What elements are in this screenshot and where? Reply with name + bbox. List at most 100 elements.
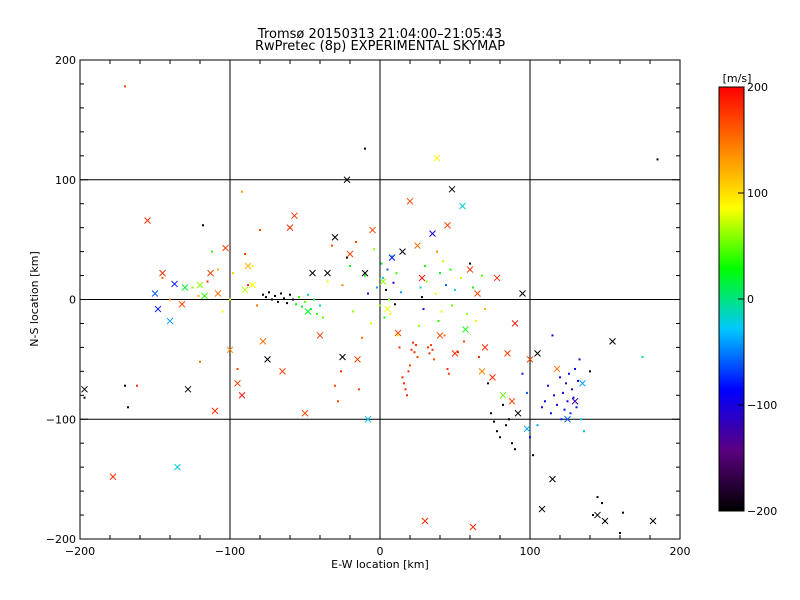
data-point-cross bbox=[474, 290, 481, 297]
data-point-cross bbox=[178, 300, 186, 308]
data-point-dot bbox=[389, 312, 392, 315]
data-point-cross bbox=[579, 379, 586, 387]
data-point-cross bbox=[466, 266, 474, 273]
data-point-dot bbox=[656, 158, 659, 161]
data-point-dot bbox=[404, 388, 407, 391]
data-point-cross bbox=[181, 284, 189, 291]
data-point-cross bbox=[369, 226, 376, 234]
data-point-dot bbox=[415, 344, 417, 347]
data-point-dot bbox=[559, 376, 561, 379]
data-point-cross bbox=[364, 415, 372, 423]
data-point-cross bbox=[379, 278, 387, 285]
data-point-cross bbox=[514, 409, 522, 417]
data-point-dot bbox=[265, 296, 267, 299]
data-point-dot bbox=[484, 308, 486, 311]
data-point-dot bbox=[286, 302, 288, 305]
data-point-dot bbox=[127, 406, 129, 409]
data-point-cross bbox=[354, 356, 361, 363]
data-point-dot bbox=[398, 346, 401, 349]
data-point-dot bbox=[550, 412, 552, 415]
data-point-dot bbox=[601, 502, 603, 505]
data-point-dot bbox=[295, 303, 297, 306]
data-point-dot bbox=[211, 250, 213, 253]
data-point-dot bbox=[251, 264, 254, 267]
data-point-dot bbox=[361, 336, 363, 339]
data-point-cross bbox=[222, 244, 229, 252]
data-point-dot bbox=[466, 312, 468, 315]
data-point-dot bbox=[419, 286, 422, 289]
data-point-dot bbox=[367, 292, 369, 295]
data-point-dot bbox=[397, 334, 399, 337]
data-point-cross bbox=[384, 305, 391, 313]
data-point-dot bbox=[416, 355, 419, 358]
data-point-cross bbox=[564, 415, 571, 423]
data-point-dot bbox=[446, 367, 449, 370]
data-point-dot bbox=[383, 316, 386, 319]
data-point-cross bbox=[279, 367, 286, 375]
data-point-dot bbox=[583, 430, 585, 433]
data-point-cross bbox=[331, 233, 339, 241]
data-point-dot bbox=[421, 296, 423, 299]
data-point-dot bbox=[521, 372, 524, 375]
data-point-dot bbox=[124, 384, 126, 387]
data-point-dot bbox=[307, 293, 309, 296]
data-point-dot bbox=[406, 394, 408, 397]
data-point-dot bbox=[403, 382, 405, 385]
x-tick-label: 100 bbox=[520, 545, 541, 558]
data-point-cross bbox=[594, 511, 601, 519]
data-point-dot bbox=[481, 274, 483, 277]
data-point-dot bbox=[191, 286, 194, 289]
colorbar-tick-label: −100 bbox=[747, 399, 777, 412]
data-point-cross bbox=[499, 391, 507, 399]
data-point-dot bbox=[413, 351, 416, 354]
x-axis-label: E-W location [km] bbox=[331, 558, 429, 571]
colorbar-tick-label: 200 bbox=[747, 81, 768, 94]
data-point-dot bbox=[449, 268, 452, 271]
data-point-dot bbox=[487, 382, 489, 385]
colorbar-tick-label: −200 bbox=[747, 505, 777, 518]
data-point-dot bbox=[388, 298, 390, 301]
data-point-cross bbox=[418, 274, 426, 282]
data-point-dot bbox=[319, 304, 321, 307]
data-point-dot bbox=[445, 284, 447, 287]
data-point-dot bbox=[529, 436, 531, 439]
data-point-dot bbox=[572, 396, 575, 399]
data-point-dot bbox=[341, 284, 344, 287]
data-point-dot bbox=[536, 424, 539, 427]
data-point-dot bbox=[370, 322, 372, 325]
data-point-cross bbox=[159, 269, 166, 277]
data-point-cross bbox=[291, 212, 298, 220]
data-point-dot bbox=[433, 358, 435, 361]
y-tick-label: 100 bbox=[55, 174, 76, 187]
data-point-cross bbox=[433, 154, 441, 162]
data-point-cross bbox=[534, 350, 541, 357]
data-point-cross bbox=[211, 407, 219, 415]
data-point-dot bbox=[568, 372, 570, 375]
data-point-dot bbox=[418, 324, 420, 327]
data-point-dot bbox=[422, 308, 425, 311]
data-point-dot bbox=[575, 406, 578, 409]
data-point-dot bbox=[425, 280, 428, 283]
data-point-cross bbox=[394, 329, 402, 337]
data-point-cross bbox=[264, 356, 271, 363]
data-point-cross bbox=[444, 221, 451, 229]
data-point-dot bbox=[382, 276, 384, 279]
data-point-dot bbox=[280, 292, 282, 295]
data-point-dot bbox=[431, 348, 434, 351]
data-point-dot bbox=[475, 320, 477, 323]
data-point-dot bbox=[463, 340, 465, 343]
data-point-cross bbox=[649, 517, 657, 525]
data-point-dot bbox=[268, 291, 270, 294]
data-point-dot bbox=[434, 292, 437, 295]
data-point-dot bbox=[394, 303, 396, 306]
data-point-dot bbox=[391, 255, 393, 258]
data-point-dot bbox=[469, 262, 471, 265]
colorbar-tick-label: 0 bbox=[747, 293, 754, 306]
data-point-dot bbox=[274, 294, 276, 297]
data-point-dot bbox=[337, 400, 339, 403]
data-point-dot bbox=[401, 376, 404, 379]
data-point-dot bbox=[454, 288, 456, 291]
data-point-cross bbox=[184, 385, 192, 393]
data-point-dot bbox=[562, 391, 564, 394]
